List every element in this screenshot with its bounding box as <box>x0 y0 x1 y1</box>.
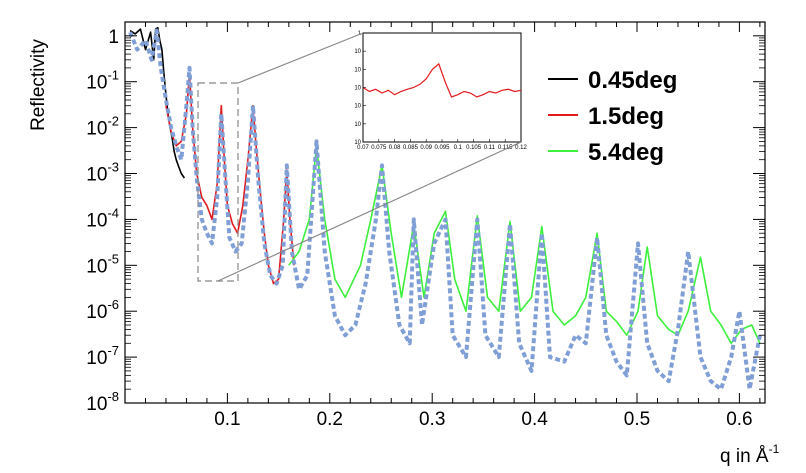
plot-frame <box>124 21 766 404</box>
inset-y-tick-label: 10 <box>354 122 361 128</box>
inset-x-tick-label: 0.1 <box>454 145 463 151</box>
zoom-connector-top <box>237 32 364 84</box>
inset-x-tick-label: 0.12 <box>515 145 527 151</box>
x-tick-label: 0.5 <box>624 409 650 430</box>
x-axis-title: q in Å-1 <box>720 442 780 467</box>
inset-y-tick-label: 10 <box>354 49 361 55</box>
inset-layer: 0.07 0.075 0.08 0.085 0.09 0.095 0.1 0.105 0.11 0… <box>354 31 527 151</box>
inset-x-tick-label: 0.07 <box>357 145 369 151</box>
series-layer <box>128 26 762 392</box>
inset-y-tick-label: 10 <box>354 104 361 110</box>
y-tick-label: 10-4 <box>86 205 119 231</box>
inset-x-tick-label: 0.115 <box>498 145 513 151</box>
inset-x-tick-label: 0.08 <box>389 145 401 151</box>
legend-label-045deg: 0.45deg <box>588 67 677 94</box>
y-tick-label: 10-8 <box>86 389 119 415</box>
y-axis-title: Reflectivity <box>28 39 49 131</box>
series-line-045deg <box>129 26 186 179</box>
y-tick-label: 10-1 <box>86 68 119 94</box>
inset-x-tick-label: 0.105 <box>466 145 482 151</box>
x-tick-label: 0.4 <box>521 409 548 430</box>
x-tick-label: 0.3 <box>419 409 445 430</box>
inset-x-tick-label: 0.09 <box>420 145 432 151</box>
y-tick-label: 10-5 <box>86 251 119 277</box>
inset-y-tick-label: 10 <box>354 140 361 146</box>
legend-label-54deg: 5.4deg <box>588 139 664 166</box>
y-tick-label: 10-3 <box>86 160 119 186</box>
series-line-simulation <box>128 28 762 392</box>
inset-frame <box>362 32 522 143</box>
inset-series-line <box>362 62 522 98</box>
x-tick-label: 0.6 <box>726 409 752 430</box>
y-tick-label: 10-6 <box>86 297 119 323</box>
inset-x-tick-label: 0.11 <box>484 145 496 151</box>
legend: 0.45deg 1.5deg 5.4deg <box>548 67 677 166</box>
zoom-connector-bottom <box>217 141 522 282</box>
inset-x-tick-label: 0.075 <box>371 145 387 151</box>
x-tick-label: 0.2 <box>317 409 343 430</box>
y-tick-label: 10-2 <box>86 114 119 140</box>
x-axis-title-superscript: -1 <box>769 442 780 456</box>
series-line-54deg <box>288 145 761 345</box>
inset-y-tick-label: 10 <box>354 67 361 73</box>
inset-y-tick-label: 10 <box>354 86 361 92</box>
x-tick-label: 0.1 <box>214 409 240 430</box>
legend-label-15deg: 1.5deg <box>588 103 664 130</box>
y-tick-label: 10-7 <box>86 343 119 369</box>
x-axis-title-text: q in Å <box>720 446 769 467</box>
inset-x-tick-label: 0.085 <box>403 145 419 151</box>
inset-plot: 0.07 0.075 0.08 0.085 0.09 0.095 0.1 0.105 0.11 0… <box>354 31 527 151</box>
axes-layer: 0.1 0.2 0.3 0.4 0.5 0.6 1 10-1 10-2 10-3 10-4 10-5 1… <box>86 21 765 430</box>
y-tick-label: 1 <box>108 27 119 48</box>
inset-x-tick-label: 0.095 <box>434 145 450 151</box>
